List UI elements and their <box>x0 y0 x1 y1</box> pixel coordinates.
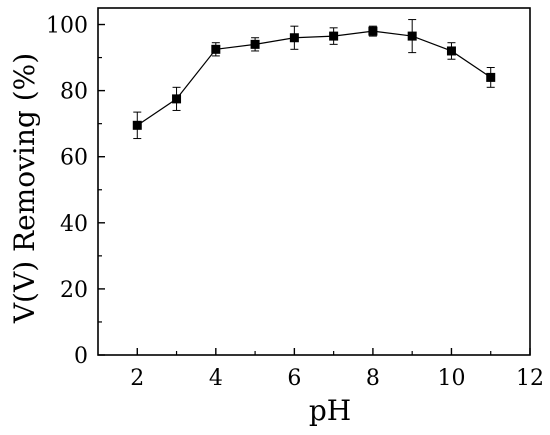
data-point <box>132 120 142 130</box>
y-tick-labels: 0 20 40 60 80 100 <box>46 14 88 369</box>
data-point <box>486 72 496 82</box>
data-point <box>446 46 456 56</box>
y-tick-label: 80 <box>60 80 88 105</box>
x-tick-labels: 2 4 6 8 10 12 <box>130 366 544 391</box>
series-layer <box>132 19 496 140</box>
data-point <box>368 26 378 36</box>
series-line <box>136 30 492 126</box>
y-tick-label: 0 <box>74 344 88 369</box>
data-point <box>329 31 339 41</box>
x-tick-label: 8 <box>366 366 380 391</box>
x-tick-label: 4 <box>209 366 223 391</box>
data-point <box>172 94 182 104</box>
plot-border <box>97 7 531 356</box>
data-point <box>211 44 221 54</box>
x-axis-title: pH <box>309 394 351 427</box>
y-tick-label: 40 <box>60 212 88 237</box>
y-tick-label: 100 <box>46 14 88 39</box>
data-point <box>250 39 260 49</box>
y-tick-label: 20 <box>60 278 88 303</box>
data-point <box>289 33 299 43</box>
x-tick-label: 6 <box>287 366 301 391</box>
y-axis-title: V(V) Removing (%) <box>8 53 41 324</box>
x-tick-label: 12 <box>516 366 544 391</box>
data-point <box>407 31 417 41</box>
axis-ticks <box>98 23 531 356</box>
plot-frame <box>97 7 531 356</box>
y-tick-label: 60 <box>60 146 88 171</box>
x-tick-label: 10 <box>437 366 465 391</box>
x-tick-label: 2 <box>130 366 144 391</box>
